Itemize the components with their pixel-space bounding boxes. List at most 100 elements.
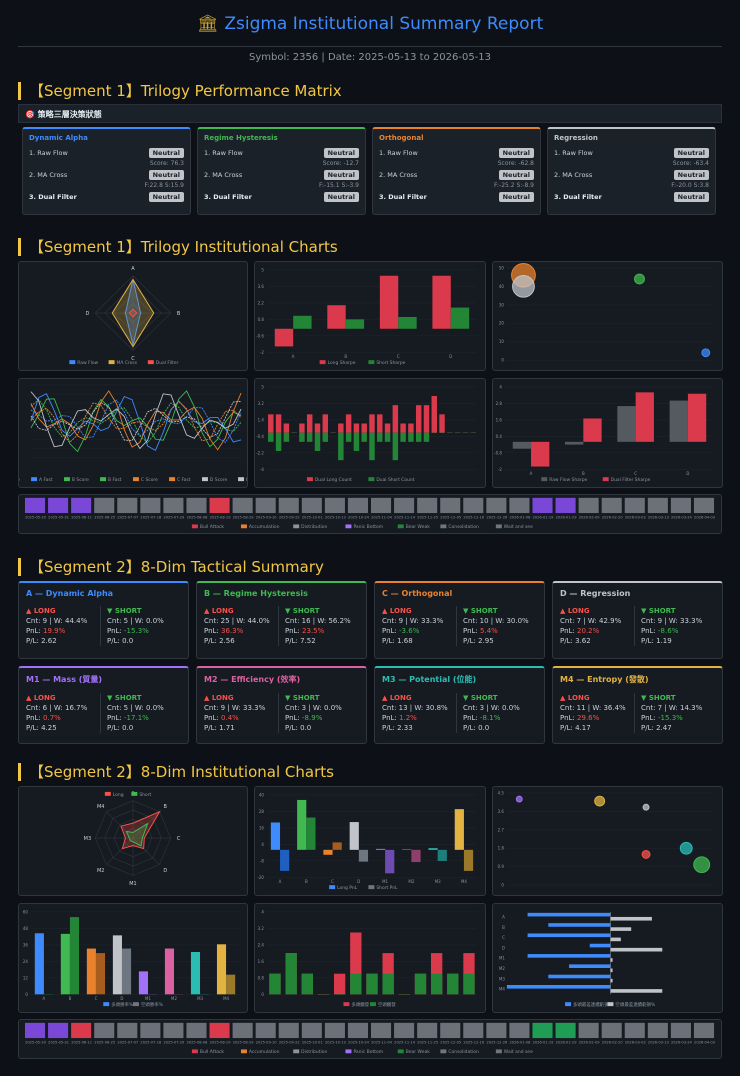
date-label: 2025-06-25 (94, 1041, 115, 1045)
heat-cell (417, 1022, 438, 1039)
legend-swatch (133, 477, 139, 482)
profit-loss-ratio: P/L: 0.0 (285, 724, 312, 732)
section-title-2: 【Segment 1】Trilogy Institutional Charts (18, 238, 338, 256)
divider (18, 46, 722, 47)
bubble-point (594, 795, 606, 807)
tick-label: 10 (499, 339, 505, 344)
tactical-columns: ▲ LONG Cnt: 6 | W: 16.7% PnL: 0.7% P/L: 4.2… (26, 693, 181, 733)
date-label: 2025-07-18 (140, 516, 161, 520)
tick-label: 3.6 (498, 809, 505, 814)
pnl-value: -8.9% (302, 714, 323, 722)
section-title-3: 【Segment 2】8-Dim Tactical Summary (18, 558, 324, 576)
bar (190, 951, 201, 995)
sharpe-bar-chart: -2 -0.6 0.8 2.2 3.6 5 A B C D Long Sharpe Short Sha… (254, 261, 486, 371)
date-label: 2025-06-25 (94, 516, 115, 520)
chart-svg: 0 12 24 36 48 60 A B C D M1 M2 M3 M4 多頭勝率% 空頭勝率% (23, 909, 240, 1008)
category-label: C (634, 471, 637, 476)
line-series (30, 399, 242, 443)
bar (385, 849, 395, 874)
tick-label: -4 (260, 467, 264, 472)
bar (366, 973, 378, 995)
bar (430, 973, 443, 995)
pnl-line: PnL: 23.5% (285, 627, 325, 635)
count-winrate: Cnt: 9 | W: 33.3% (382, 617, 444, 625)
tactical-card-title: D — Regression (560, 589, 631, 598)
line-series (30, 400, 242, 441)
legend-label: Dual Filter Sharpe (611, 477, 651, 483)
legend-label: Bear Weak (406, 524, 431, 530)
date-label: 2025-12-05 (440, 516, 461, 520)
regime-heatmap-2: 2025-05-20 2025-05-31 2025-06-11 2025-06-25… (18, 1019, 722, 1059)
tick-label: 4 (261, 842, 264, 847)
heat-cell (186, 497, 207, 514)
bar (369, 414, 375, 433)
tick-label: 2.2 (258, 300, 265, 305)
line-series (30, 400, 242, 444)
bar (345, 432, 352, 442)
tick-label: 1.8 (498, 846, 505, 851)
heat-cell (24, 497, 46, 514)
layer-row: 2. MA Cross Neutral (554, 170, 709, 180)
date-label: 2025-11-14 (394, 516, 416, 520)
bar (274, 328, 294, 347)
layer-row: 3. Dual Filter Neutral (554, 192, 709, 202)
category-label: A (43, 996, 46, 1001)
long-column: ▲ LONG Cnt: 6 | W: 16.7% PnL: 0.7% P/L: 4.2… (26, 693, 100, 733)
tick-label: 24 (23, 959, 29, 964)
hbar (610, 958, 613, 962)
short-heading: ▼ SHORT (285, 607, 320, 615)
bar (375, 848, 386, 850)
heat-cell (509, 1022, 530, 1039)
legend-label: Bull Attack (200, 1049, 225, 1055)
trigger-bar-chart: 0 0.8 1.6 2.4 3.2 4 多頭觸發 空頭觸發 (254, 903, 486, 1013)
count-winrate: Cnt: 9 | W: 44.4% (26, 617, 88, 625)
legend-swatch (108, 360, 115, 365)
tick-label: -20 (257, 875, 264, 880)
category-label: A (279, 879, 282, 884)
date-label: 2025-10-13 (325, 1041, 346, 1045)
status-badge: Neutral (673, 170, 709, 180)
legend-label: Accumulation (249, 1049, 280, 1055)
heat-cell (232, 497, 253, 514)
category-label: M1 (499, 956, 505, 961)
category-label: D (357, 879, 360, 884)
date-label: 2025-09-22 (279, 1041, 300, 1045)
legend-swatch (329, 885, 336, 890)
pnl-value: -15.3% (658, 714, 683, 722)
tick-label: 60 (23, 909, 29, 914)
date-label: 2026-02-09 (579, 516, 600, 520)
tick-label: 30 (499, 302, 505, 307)
legend-swatch (565, 1002, 572, 1007)
legend-label: Dual Filter (156, 360, 179, 366)
short-column: ▼ SHORT Cnt: 3 | W: 0.0% PnL: -8.1% P/L: 0.… (456, 693, 537, 733)
bar (415, 432, 422, 442)
pnl-line: PnL: -3.6% (382, 627, 420, 635)
layer-label: 3. Dual Filter (554, 193, 602, 201)
category-label: M4 (461, 879, 467, 884)
heat-cell (255, 1022, 276, 1039)
heat-cell (647, 497, 668, 514)
date-label: 2026-01-29 (556, 1041, 577, 1045)
legend-label: A Score (19, 477, 20, 483)
count-winrate: Cnt: 13 | W: 30.8% (382, 704, 448, 712)
legend-swatch (31, 477, 38, 482)
bar (428, 848, 438, 850)
radar-axis-label: C (131, 356, 135, 362)
long-column: ▲ LONG Cnt: 9 | W: 44.4% PnL: 19.9% P/L: 2.… (26, 606, 100, 646)
count-winrate: Cnt: 6 | W: 16.7% (26, 704, 88, 712)
date-label: 2026-01-29 (556, 516, 577, 520)
legend-swatch (541, 477, 548, 482)
heat-cell (670, 497, 691, 514)
legend-swatch (495, 524, 502, 529)
bar (322, 414, 329, 433)
pnl-value: 0.4% (221, 714, 239, 722)
heat-cell (140, 1022, 161, 1039)
long-column: ▲ LONG Cnt: 13 | W: 30.8% PnL: 1.2% P/L: 2.… (382, 693, 456, 733)
date-label: 2025-07-29 (164, 516, 185, 520)
legend-label: 多頭觸發 (351, 1001, 369, 1008)
tactical-card: M2 — Efficiency (效率) ▲ LONG Cnt: 9 | W: 33… (196, 666, 367, 744)
legend-swatch (64, 477, 70, 482)
strategy-card-title: Regression (554, 134, 598, 142)
short-column: ▼ SHORT Cnt: 5 | W: 0.0% PnL: -17.1% P/L: 0… (100, 693, 181, 733)
legend-label: Long Sharpe (328, 360, 356, 366)
